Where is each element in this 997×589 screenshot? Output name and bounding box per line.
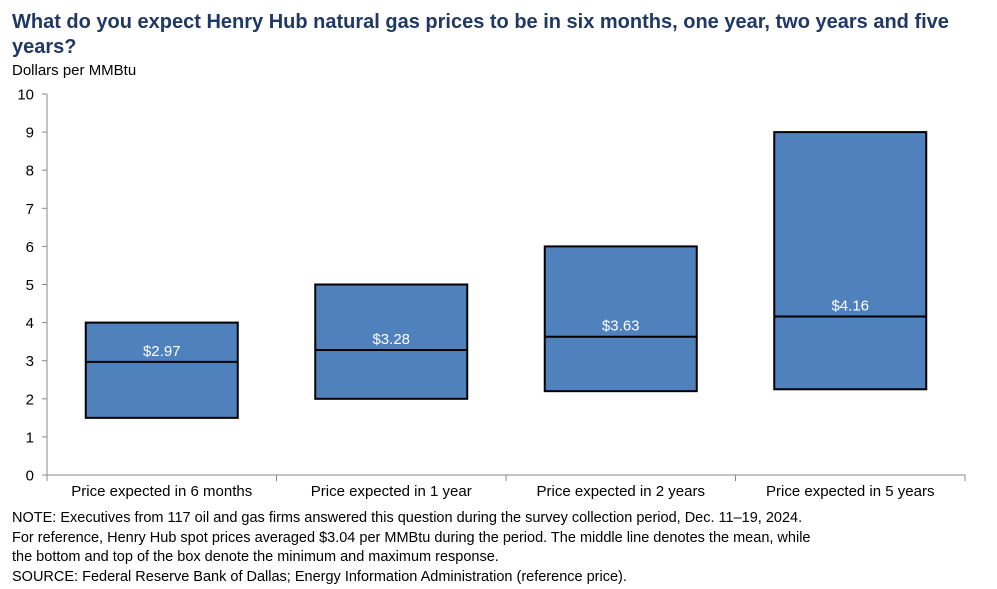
mean-value-label: $3.28 [372, 331, 410, 348]
mean-value-label: $2.97 [143, 343, 181, 360]
range-box [314, 283, 469, 400]
range-box [543, 245, 698, 393]
box-chart: 0 1 2 3 4 5 6 7 8 9 10 Price expected in 6 months Pr… [17, 87, 966, 500]
notes: NOTE: Executives from 117 oil and gas fi… [12, 509, 987, 587]
mean-value-label: $4.16 [831, 298, 869, 315]
boxes: $2.97 $3.28 $3.63 $4.16 [84, 131, 928, 419]
note-line: NOTE: Executives from 117 oil and gas fi… [12, 510, 803, 526]
source-line: SOURCE: Federal Reserve Bank of Dallas; … [12, 568, 627, 585]
y-tick-label: 10 [17, 87, 34, 104]
y-tick-label: 0 [26, 468, 34, 485]
x-tick-label: Price expected in 5 years [766, 483, 934, 500]
y-tick-label: 7 [26, 201, 34, 218]
y-tick-label: 1 [26, 429, 34, 446]
y-tick-label: 9 [26, 125, 34, 142]
y-tick-label: 3 [26, 353, 34, 370]
note-line: For reference, Henry Hub spot prices ave… [12, 529, 811, 546]
chart-title: What do you expect Henry Hub natural gas… [12, 11, 949, 58]
note-line: the bottom and top of the box denote the… [12, 549, 499, 566]
x-tick-label: Price expected in 2 years [537, 483, 705, 500]
x-tick-label: Price expected in 1 year [311, 483, 472, 500]
y-tick-label: 2 [26, 391, 34, 408]
y-tick-label: 6 [26, 239, 34, 256]
y-axis-unit-label: Dollars per MMBtu [12, 62, 137, 79]
range-box [773, 131, 928, 391]
axes: 0 1 2 3 4 5 6 7 8 9 10 Price expected in 6 months Pr… [17, 87, 966, 500]
y-tick-label: 8 [26, 163, 34, 180]
range-box [84, 321, 239, 419]
x-tick-label: Price expected in 6 months [71, 483, 252, 500]
mean-value-label: $3.63 [602, 318, 640, 335]
y-tick-label: 4 [26, 315, 34, 332]
y-tick-label: 5 [26, 277, 34, 294]
